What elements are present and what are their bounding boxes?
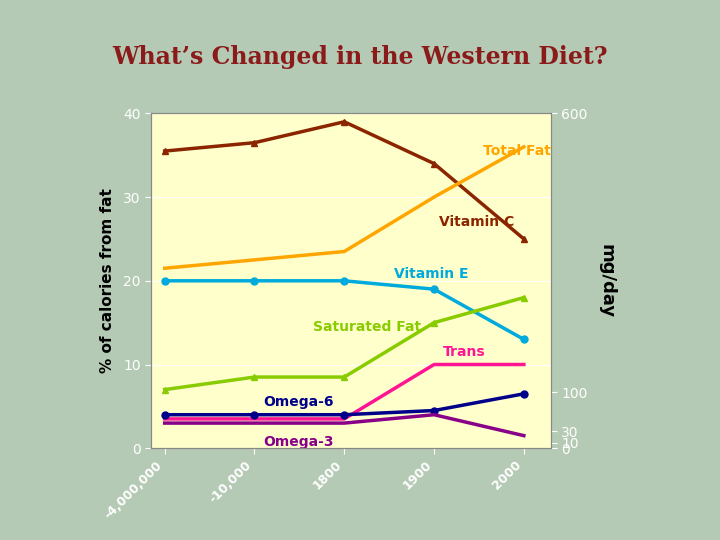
Text: What’s Changed in the Western Diet?: What’s Changed in the Western Diet? (112, 45, 608, 69)
Text: Trans: Trans (443, 345, 486, 359)
Text: Saturated Fat: Saturated Fat (312, 320, 421, 334)
Text: Omega-3: Omega-3 (264, 435, 334, 449)
Y-axis label: % of calories from fat: % of calories from fat (100, 188, 114, 373)
Text: Omega-6: Omega-6 (264, 395, 334, 409)
Text: Vitamin C: Vitamin C (438, 215, 514, 229)
Y-axis label: mg/day: mg/day (598, 244, 616, 318)
Text: Total Fat: Total Fat (483, 144, 552, 158)
Text: Vitamin E: Vitamin E (394, 267, 468, 281)
